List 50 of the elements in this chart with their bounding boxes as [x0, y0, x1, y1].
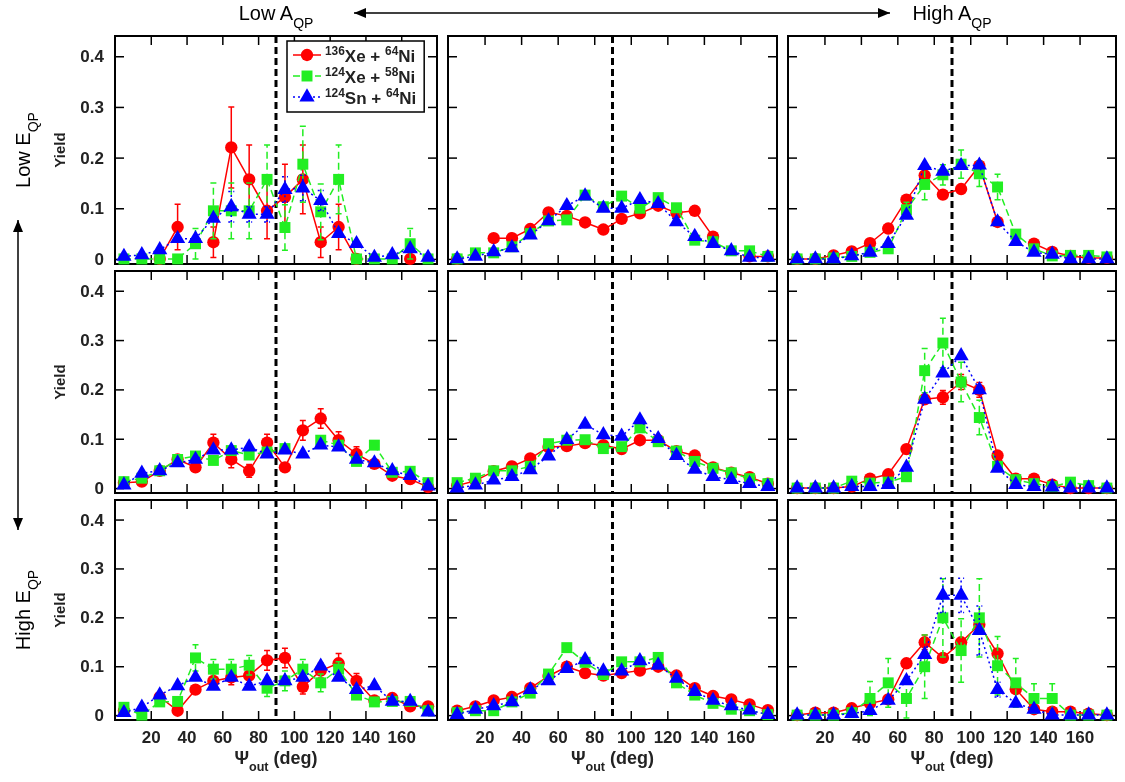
y-tick-label: 0.1 [80, 429, 104, 449]
y-axis-title: Yield [51, 592, 68, 628]
x-tick-label: 60 [213, 728, 233, 748]
x-axis-title: Ψ$_{out}$ (deg) [570, 748, 655, 774]
y-tick-label: 0.3 [80, 97, 104, 117]
x-tick-label: 80 [585, 728, 605, 748]
x-tick-label: 80 [924, 728, 944, 748]
text: Low A$_{QP}$ [238, 2, 314, 31]
x-tick-label: 140 [690, 728, 719, 748]
y-tick-label: 0.1 [80, 657, 104, 677]
x-tick-label: 160 [387, 728, 416, 748]
x-tick-label: 100 [617, 728, 646, 748]
y-tick-label: 0 [94, 479, 104, 499]
x-tick-label: 120 [315, 728, 345, 748]
legend-label: $^{136}$Xe + $^{64}$Ni [325, 44, 416, 66]
y-tick-label: 0.4 [80, 281, 105, 301]
y-tick-label: 0.2 [80, 608, 104, 628]
x-tick-label: 140 [1029, 728, 1058, 748]
y-tick-label: 0.1 [80, 199, 104, 219]
x-axis-title: Ψ$_{out}$ (deg) [910, 748, 994, 774]
x-tick-label: 100 [956, 728, 985, 748]
legend-label: $^{124}$Xe + $^{58}$Ni [325, 65, 416, 87]
x-tick-label: 20 [141, 728, 161, 748]
x-tick-label: 40 [851, 728, 871, 748]
x-tick-label: 160 [726, 728, 756, 748]
x-tick-label: 20 [475, 728, 495, 748]
x-tick-label: 40 [512, 728, 532, 748]
y-tick-label: 0 [94, 249, 104, 269]
x-tick-label: 120 [992, 728, 1022, 748]
y-tick-label: 0.4 [80, 47, 105, 67]
y-tick-label: 0.2 [80, 380, 104, 400]
x-tick-label: 80 [249, 728, 269, 748]
legend-label: $^{124}$Sn + $^{64}$Ni [325, 86, 417, 108]
y-tick-label: 0.3 [80, 331, 104, 351]
x-axis-title: Ψ$_{out}$ (deg) [234, 748, 318, 774]
x-tick-label: 140 [351, 728, 381, 748]
y-axis-title: Yield [51, 364, 68, 400]
x-tick-label: 60 [548, 728, 568, 748]
x-tick-label: 20 [815, 728, 835, 748]
x-tick-label: 160 [1065, 728, 1095, 748]
y-axis-title: Yield [51, 132, 68, 168]
y-tick-label: 0.2 [80, 148, 104, 168]
x-tick-label: 100 [280, 728, 309, 748]
x-tick-label: 40 [177, 728, 197, 748]
x-tick-label: 120 [653, 728, 683, 748]
x-tick-label: 60 [888, 728, 908, 748]
y-tick-label: 0.3 [80, 559, 104, 579]
y-tick-label: 0.4 [80, 510, 105, 530]
text: High A$_{QP}$ [912, 2, 992, 31]
y-tick-label: 0 [94, 706, 104, 726]
